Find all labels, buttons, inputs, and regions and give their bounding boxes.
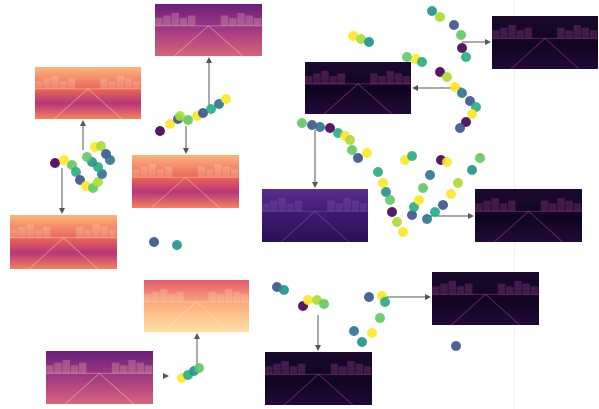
embedding-point [457, 88, 467, 98]
embedding-point [348, 31, 358, 41]
embedding-point [345, 135, 355, 145]
embedding-point [446, 189, 456, 199]
embedding-point [407, 151, 417, 161]
embedding-point [349, 326, 359, 336]
embedding-point [427, 6, 437, 16]
embedding-point [381, 187, 391, 197]
embedding-point [435, 12, 445, 22]
embedding-point [449, 20, 459, 30]
embedding-point [356, 34, 366, 44]
embedding-point [425, 170, 435, 180]
embedding-point [362, 148, 372, 158]
embedding-point [155, 126, 165, 136]
embedding-point [422, 214, 432, 224]
embedding-point [325, 123, 335, 133]
embedding-point [214, 99, 224, 109]
embedding-point [206, 104, 216, 114]
embedding-point [409, 202, 419, 212]
embedding-point [165, 119, 175, 129]
embedding-point [380, 297, 390, 307]
embedding-point [71, 167, 81, 177]
embedding-point [297, 118, 307, 128]
embedding-point [414, 195, 424, 205]
thumb-left-upper [35, 67, 141, 120]
embedding-point [442, 72, 452, 82]
thumb-bottom-center [265, 352, 372, 406]
embedding-point [430, 207, 440, 217]
thumb-top-center [155, 4, 262, 57]
embedding-point [307, 120, 317, 130]
embedding-point [279, 285, 289, 295]
embedding-point [315, 122, 325, 132]
embedding-point [442, 157, 452, 167]
embedding-point [183, 115, 193, 125]
embedding-point [149, 237, 159, 247]
embedding-point [378, 178, 388, 188]
embedding-point [93, 177, 103, 187]
embedding-point [456, 30, 466, 40]
embedding-point [438, 200, 448, 210]
embedding-point [172, 240, 182, 250]
embedding-point [457, 43, 467, 53]
embedding-point [418, 183, 428, 193]
embedding-point [467, 109, 477, 119]
thumb-right-mid [475, 189, 582, 243]
embedding-point [402, 52, 412, 62]
embedding-point [450, 82, 460, 92]
embedding-point [198, 108, 208, 118]
embedding-point [221, 94, 231, 104]
embedding-point [175, 111, 185, 121]
thumb-right-purple [262, 189, 368, 243]
embedding-point [455, 123, 465, 133]
embedding-point [367, 328, 377, 338]
embedding-point [467, 165, 477, 175]
thumb-right-lower [432, 272, 539, 326]
embedding-point [353, 153, 363, 163]
embedding-point [387, 207, 397, 217]
thumb-right-upper-mid [305, 62, 411, 115]
thumb-bottom-left-bottom [46, 351, 153, 405]
scatter-points [50, 6, 485, 383]
embedding-point [461, 52, 471, 62]
embedding-point [385, 195, 395, 205]
embedding-point [453, 178, 463, 188]
embedding-point [96, 141, 106, 151]
embedding-point [50, 158, 60, 168]
thumb-left-lower [10, 215, 117, 270]
embedding-point [303, 295, 313, 305]
embedding-point [347, 145, 357, 155]
embedding-point [319, 299, 329, 309]
embedding-point [105, 155, 115, 165]
embedding-point [407, 210, 417, 220]
embedding-point [82, 152, 92, 162]
embedding-point [59, 155, 69, 165]
thumbnail-layer [10, 4, 598, 406]
embedding-point [392, 217, 402, 227]
embedding-point [373, 167, 383, 177]
embedding-point [194, 363, 204, 373]
embedding-point [398, 227, 408, 237]
thumb-left-center [132, 155, 239, 209]
thumb-bottom-left-top [144, 280, 249, 333]
embedding-point [417, 57, 427, 67]
embedding-point [475, 153, 485, 163]
embedding-point [451, 341, 461, 351]
embedding-point [375, 313, 385, 323]
embedding-point [364, 37, 374, 47]
thumb-right-top [492, 16, 598, 70]
embedding-point [435, 67, 445, 77]
embedding-point [364, 292, 374, 302]
embedding-point [357, 337, 367, 347]
connector-layer [59, 39, 491, 379]
